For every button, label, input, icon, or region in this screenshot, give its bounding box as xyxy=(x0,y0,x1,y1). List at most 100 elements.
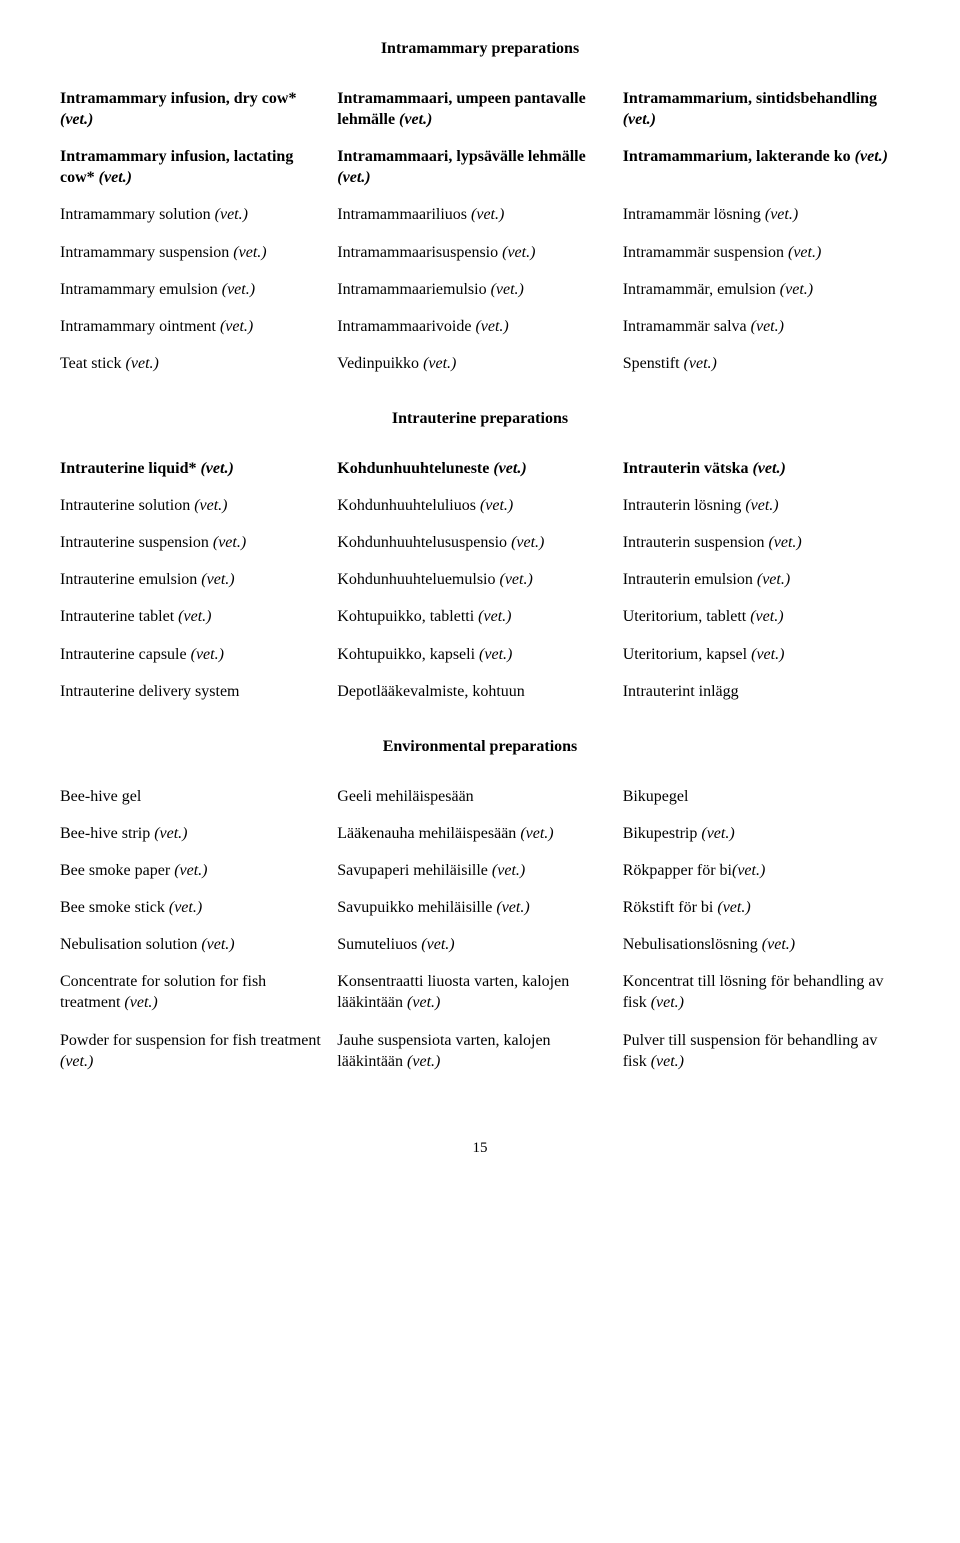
term-italic: (vet.) xyxy=(491,281,524,298)
term-italic: (vet.) xyxy=(651,994,684,1011)
term-italic: (vet.) xyxy=(684,355,717,372)
term-italic: (vet.) xyxy=(124,994,157,1011)
term-cell: Uteritorium, tablett (vet.) xyxy=(623,598,900,635)
term-text: Intrauterin lösning xyxy=(623,497,746,514)
term-text: Intramammary solution xyxy=(60,206,215,223)
table-row: Intramammary solution (vet.)Intramammaar… xyxy=(60,196,900,233)
term-text: Intrauterint inlägg xyxy=(623,683,739,700)
table-row: Teat stick (vet.)Vedinpuikko (vet.)Spens… xyxy=(60,345,900,382)
term-text: Bee smoke paper xyxy=(60,862,174,879)
term-text: Nebulisationslösning xyxy=(623,936,762,953)
term-italic: (vet.) xyxy=(520,825,553,842)
term-cell: Bikupestrip (vet.) xyxy=(623,815,900,852)
term-cell: Intramammaariliuos (vet.) xyxy=(337,196,622,233)
term-cell: Kohdunhuuhteluneste (vet.) xyxy=(337,450,622,487)
term-cell: Koncentrat till lösning för behandling a… xyxy=(623,963,900,1021)
term-cell: Intrauterin emulsion (vet.) xyxy=(623,561,900,598)
table-row: Intrauterine suspension (vet.)Kohdunhuuh… xyxy=(60,524,900,561)
term-italic: (vet.) xyxy=(194,497,227,514)
term-italic: (vet.) xyxy=(765,206,798,223)
term-cell: Bikupegel xyxy=(623,778,900,815)
term-cell: Intrauterine tablet (vet.) xyxy=(60,598,337,635)
term-italic: (vet.) xyxy=(99,169,132,186)
term-text: Intramammär lösning xyxy=(623,206,765,223)
term-cell: Kohdunhuuhteluemulsio (vet.) xyxy=(337,561,622,598)
term-text: Teat stick xyxy=(60,355,126,372)
term-cell: Bee-hive gel xyxy=(60,778,337,815)
term-cell: Intramammary ointment (vet.) xyxy=(60,308,337,345)
term-text: Powder for suspension for fish treatment xyxy=(60,1032,321,1049)
term-italic: (vet.) xyxy=(233,244,266,261)
term-text: Savupuikko mehiläisille xyxy=(337,899,496,916)
term-italic: (vet.) xyxy=(191,646,224,663)
term-italic: (vet.) xyxy=(178,608,211,625)
term-cell: Savupuikko mehiläisille (vet.) xyxy=(337,889,622,926)
term-cell: Concentrate for solution for fish treatm… xyxy=(60,963,337,1021)
section-heading: Intramammary preparations xyxy=(60,40,900,58)
term-cell: Kohdunhuuhtelususpensio (vet.) xyxy=(337,524,622,561)
term-text: Konsentraatti liuosta varten, kalojen lä… xyxy=(337,973,569,1011)
term-italic: (vet.) xyxy=(421,936,454,953)
term-italic: (vet.) xyxy=(511,534,544,551)
term-cell: Rökstift för bi (vet.) xyxy=(623,889,900,926)
table-row: Intrauterine emulsion (vet.)Kohdunhuuhte… xyxy=(60,561,900,598)
term-italic: (vet.) xyxy=(855,148,888,165)
term-text: Intramammär, emulsion xyxy=(623,281,780,298)
table-row: Intramammary infusion, dry cow* (vet.)In… xyxy=(60,80,900,138)
term-italic: (vet.) xyxy=(780,281,813,298)
term-italic: (vet.) xyxy=(752,460,785,477)
term-text: Lääkenauha mehiläispesään xyxy=(337,825,520,842)
term-text: Rökpapper för bi xyxy=(623,862,732,879)
section-heading: Intrauterine preparations xyxy=(60,410,900,428)
table-row: Intrauterine liquid* (vet.)Kohdunhuuhtel… xyxy=(60,450,900,487)
term-cell: Intramammaarisuspensio (vet.) xyxy=(337,234,622,271)
term-cell: Intramammarium, sintidsbehandling (vet.) xyxy=(623,80,900,138)
term-text: Bikupestrip xyxy=(623,825,702,842)
term-text: Depotlääkevalmiste, kohtuun xyxy=(337,683,525,700)
term-text: Intramammaariemulsio xyxy=(337,281,490,298)
term-text: Concentrate for solution for fish treatm… xyxy=(60,973,266,1011)
term-cell: Lääkenauha mehiläispesään (vet.) xyxy=(337,815,622,852)
term-italic: (vet.) xyxy=(423,355,456,372)
term-italic: (vet.) xyxy=(213,534,246,551)
table-row: Intrauterine tablet (vet.)Kohtupuikko, t… xyxy=(60,598,900,635)
term-italic: (vet.) xyxy=(496,899,529,916)
term-cell: Intramammary infusion, lactating cow* (v… xyxy=(60,138,337,196)
term-italic: (vet.) xyxy=(480,497,513,514)
table-row: Intramammary emulsion (vet.)Intramammaar… xyxy=(60,271,900,308)
table-row: Bee smoke paper (vet.)Savupaperi mehiläi… xyxy=(60,852,900,889)
terms-table: Intrauterine liquid* (vet.)Kohdunhuuhtel… xyxy=(60,450,900,710)
term-italic: (vet.) xyxy=(717,899,750,916)
term-italic: (vet.) xyxy=(757,571,790,588)
term-italic: (vet.) xyxy=(701,825,734,842)
term-text: Nebulisation solution xyxy=(60,936,201,953)
term-cell: Bee-hive strip (vet.) xyxy=(60,815,337,852)
term-italic: (vet.) xyxy=(407,1053,440,1070)
page-number: 15 xyxy=(60,1140,900,1157)
term-text: Intramammary ointment xyxy=(60,318,220,335)
term-italic: (vet.) xyxy=(222,281,255,298)
table-row: Intrauterine capsule (vet.)Kohtupuikko, … xyxy=(60,636,900,673)
term-cell: Bee smoke paper (vet.) xyxy=(60,852,337,889)
term-text: Intramammär salva xyxy=(623,318,751,335)
term-italic: (vet.) xyxy=(215,206,248,223)
term-cell: Intramammär salva (vet.) xyxy=(623,308,900,345)
term-text: Geeli mehiläispesään xyxy=(337,788,473,805)
table-row: Concentrate for solution for fish treatm… xyxy=(60,963,900,1021)
term-cell: Intramammaariemulsio (vet.) xyxy=(337,271,622,308)
term-cell: Nebulisationslösning (vet.) xyxy=(623,926,900,963)
term-text: Intramammary emulsion xyxy=(60,281,222,298)
term-cell: Intrauterine liquid* (vet.) xyxy=(60,450,337,487)
term-cell: Sumuteliuos (vet.) xyxy=(337,926,622,963)
term-cell: Intramammary solution (vet.) xyxy=(60,196,337,233)
term-text: Intramammaari, umpeen pantavalle lehmäll… xyxy=(337,90,585,128)
term-cell: Powder for suspension for fish treatment… xyxy=(60,1022,337,1080)
term-text: Kohdunhuuhteluliuos xyxy=(337,497,480,514)
term-italic: (vet.) xyxy=(478,608,511,625)
term-text: Kohdunhuuhteluemulsio xyxy=(337,571,499,588)
term-cell: Pulver till suspension för behandling av… xyxy=(623,1022,900,1080)
term-cell: Intramammaari, umpeen pantavalle lehmäll… xyxy=(337,80,622,138)
term-cell: Intrauterine capsule (vet.) xyxy=(60,636,337,673)
term-text: Intramammary infusion, lactating cow* xyxy=(60,148,293,186)
term-text: Bikupegel xyxy=(623,788,689,805)
